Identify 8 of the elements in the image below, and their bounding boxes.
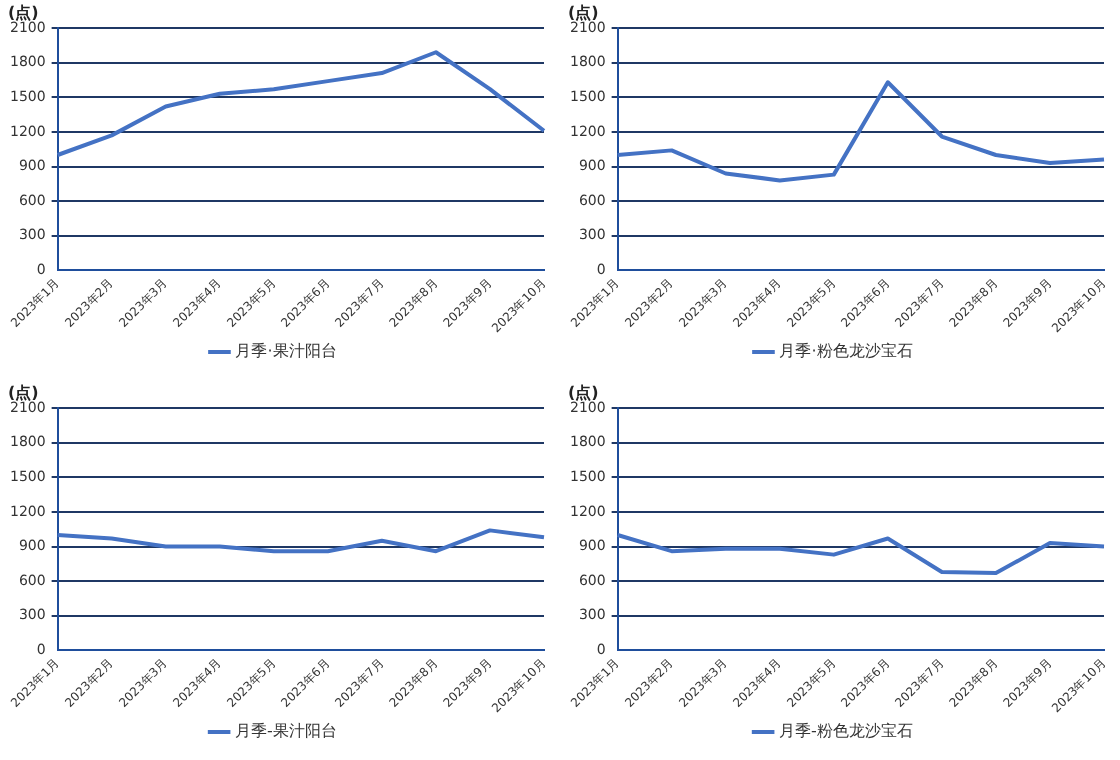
legend-label: 月季-果汁阳台 (235, 722, 337, 741)
y-axis-title: (点) (568, 384, 599, 403)
y-axis-title: (点) (8, 4, 39, 23)
y-axis-title: (点) (8, 384, 39, 403)
y-axis-title: (点) (568, 4, 599, 23)
legend-label: 月季·粉色龙沙宝石 (779, 342, 913, 361)
legend-label: 月季-粉色龙沙宝石 (779, 722, 913, 741)
legend-label: 月季·果汁阳台 (235, 342, 337, 361)
